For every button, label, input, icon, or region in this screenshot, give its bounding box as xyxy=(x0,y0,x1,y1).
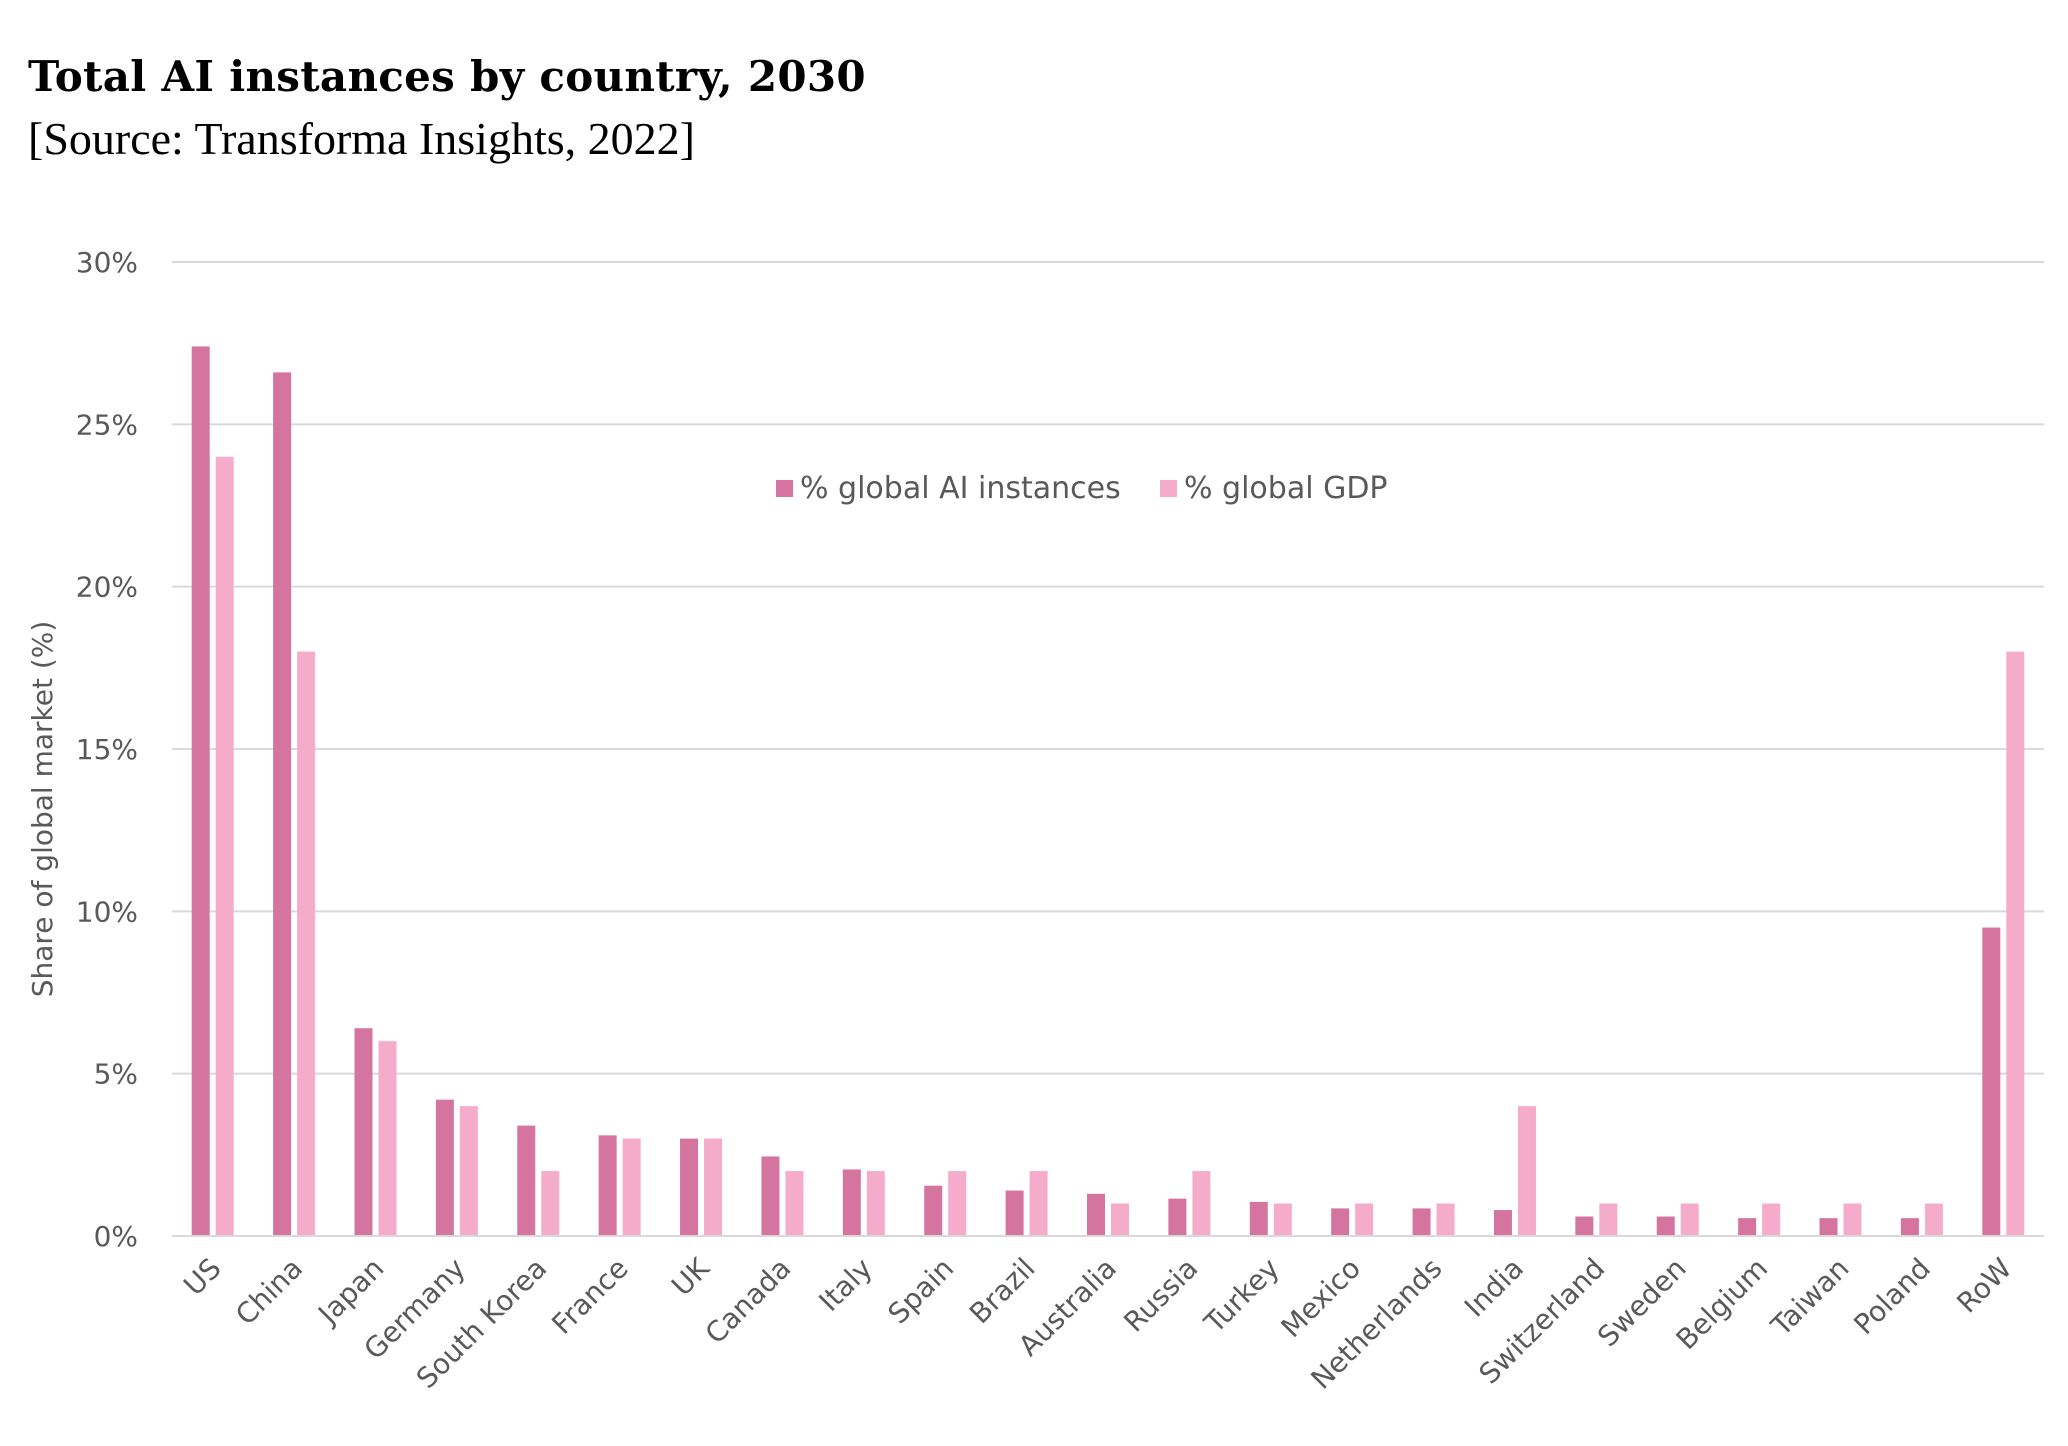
bar-gdp-france xyxy=(622,1138,641,1236)
x-category-label: UK xyxy=(665,1251,716,1302)
bar-gdp-uk xyxy=(704,1138,723,1236)
chart-subtitle: [Source: Transforma Insights, 2022] xyxy=(28,113,695,164)
bar-ai-instances-switzerland xyxy=(1575,1216,1594,1236)
bar-ai-instances-turkey xyxy=(1249,1201,1268,1236)
x-category-label: Canada xyxy=(699,1252,798,1351)
bar-ai-instances-netherlands xyxy=(1412,1208,1431,1236)
bar-gdp-poland xyxy=(1924,1203,1943,1236)
bar-ai-instances-mexico xyxy=(1331,1208,1350,1236)
legend-swatch-ai-instances xyxy=(776,480,793,497)
y-tick-label: 10% xyxy=(76,895,138,928)
y-tick-label: 0% xyxy=(94,1220,138,1253)
bar-gdp-south-korea xyxy=(541,1171,560,1236)
bar-gdp-us xyxy=(215,456,234,1236)
bar-gdp-spain xyxy=(948,1171,967,1236)
bar-ai-instances-australia xyxy=(1087,1193,1105,1236)
y-axis-ticks: 0% 5% 10% 15% 20% 25% 30% xyxy=(76,246,138,1253)
y-tick-label: 20% xyxy=(76,571,138,604)
x-category-label: Taiwan xyxy=(1764,1252,1855,1343)
legend: % global AI instances % global GDP xyxy=(776,471,1388,506)
x-category-label: Russia xyxy=(1117,1252,1204,1339)
bar-ai-instances-poland xyxy=(1900,1218,1919,1236)
chart-title: Total AI instances by country, 2030 xyxy=(28,52,866,101)
bar-ai-instances-japan xyxy=(354,1028,373,1236)
x-category-label: Italy xyxy=(812,1252,878,1318)
bar-gdp-taiwan xyxy=(1843,1203,1862,1236)
bar-ai-instances-russia xyxy=(1168,1198,1187,1236)
bar-gdp-row xyxy=(2006,651,2025,1236)
y-tick-label: 5% xyxy=(94,1058,138,1091)
bar-gdp-australia xyxy=(1111,1203,1129,1236)
bar-gdp-russia xyxy=(1192,1171,1211,1236)
x-category-label: Spain xyxy=(882,1252,961,1331)
x-category-label: Belgium xyxy=(1670,1252,1775,1357)
legend-label-gdp: % global GDP xyxy=(1184,471,1388,506)
x-category-label: Turkey xyxy=(1197,1252,1285,1340)
gridlines xyxy=(172,261,2044,1075)
bar-gdp-india xyxy=(1517,1106,1536,1236)
bar-gdp-switzerland xyxy=(1599,1203,1618,1236)
bar-ai-instances-uk xyxy=(680,1138,699,1236)
x-category-label: Poland xyxy=(1847,1252,1936,1341)
bar-gdp-japan xyxy=(378,1041,397,1236)
bar-ai-instances-canada xyxy=(761,1156,780,1236)
legend-swatch-gdp xyxy=(1160,480,1177,497)
x-category-label: Brazil xyxy=(963,1252,1042,1331)
bar-ai-instances-france xyxy=(598,1135,617,1236)
bar-ai-instances-belgium xyxy=(1738,1218,1757,1236)
bar-ai-instances-china xyxy=(273,372,292,1236)
x-category-label: China xyxy=(229,1252,309,1332)
bar-ai-instances-taiwan xyxy=(1819,1218,1838,1236)
bar-ai-instances-row xyxy=(1982,927,2001,1236)
bar-gdp-belgium xyxy=(1762,1203,1781,1236)
x-category-label: US xyxy=(177,1252,227,1302)
bar-ai-instances-italy xyxy=(842,1169,861,1236)
legend-label-ai-instances: % global AI instances xyxy=(800,471,1121,506)
bar-ai-instances-sweden xyxy=(1656,1216,1675,1236)
bar-ai-instances-us xyxy=(191,346,210,1236)
bar-gdp-mexico xyxy=(1355,1203,1374,1236)
bar-gdp-sweden xyxy=(1680,1203,1699,1236)
bar-ai-instances-india xyxy=(1493,1210,1512,1236)
bar-gdp-italy xyxy=(866,1171,885,1236)
x-category-label: India xyxy=(1458,1252,1530,1324)
bar-ai-instances-germany xyxy=(435,1099,454,1236)
bar-gdp-netherlands xyxy=(1436,1203,1455,1236)
bar-ai-instances-brazil xyxy=(1005,1190,1024,1236)
x-category-label: France xyxy=(545,1252,634,1341)
bar-gdp-germany xyxy=(459,1106,478,1236)
bars xyxy=(191,346,2025,1236)
bar-gdp-china xyxy=(297,651,316,1236)
y-axis-title: Share of global market (%) xyxy=(26,621,59,998)
y-tick-label: 30% xyxy=(76,246,138,279)
bar-gdp-canada xyxy=(785,1171,804,1236)
bar-gdp-turkey xyxy=(1273,1203,1292,1236)
bar-gdp-brazil xyxy=(1029,1171,1048,1236)
x-category-label: RoW xyxy=(1950,1252,2018,1320)
x-category-label: Japan xyxy=(310,1252,390,1332)
y-tick-label: 15% xyxy=(76,733,138,766)
y-tick-label: 25% xyxy=(76,408,138,441)
bar-ai-instances-spain xyxy=(924,1185,943,1236)
bar-ai-instances-south-korea xyxy=(517,1125,536,1236)
